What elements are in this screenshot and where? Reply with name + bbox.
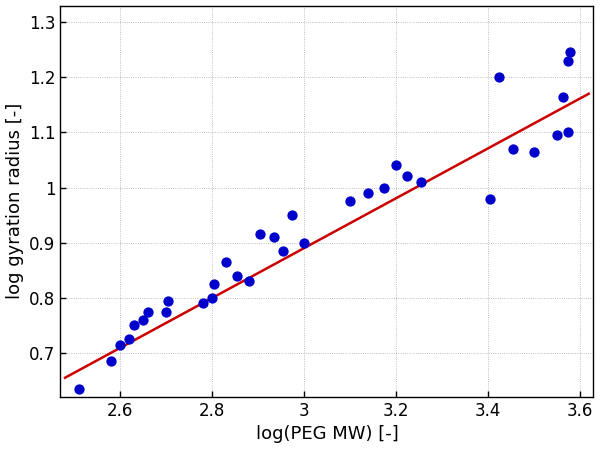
Point (129, 322, 139, 329)
Point (508, 145, 518, 153)
Point (563, 57, 573, 64)
Point (287, 211, 297, 219)
Point (552, 132, 562, 139)
Point (125, 335, 134, 343)
Point (299, 239, 309, 246)
Point (244, 277, 254, 285)
Point (391, 162, 401, 169)
Point (559, 93, 568, 100)
Point (233, 272, 242, 279)
Point (364, 189, 373, 197)
Point (485, 195, 495, 202)
Point (494, 74, 504, 81)
Point (115, 341, 125, 348)
Point (403, 173, 412, 180)
Point (143, 308, 152, 315)
Point (139, 316, 148, 323)
Point (416, 178, 426, 185)
Point (269, 233, 279, 241)
Point (221, 258, 230, 265)
Point (566, 49, 575, 56)
X-axis label: log(PEG MW) [-]: log(PEG MW) [-] (256, 426, 398, 444)
Point (529, 148, 538, 155)
Point (278, 247, 288, 255)
Point (379, 184, 389, 191)
Point (256, 231, 265, 238)
Point (345, 198, 355, 205)
Point (563, 129, 573, 136)
Point (106, 357, 116, 365)
Point (74, 385, 83, 392)
Point (161, 308, 171, 315)
Y-axis label: log gyration radius [-]: log gyration radius [-] (5, 103, 23, 299)
Point (207, 294, 217, 301)
Point (164, 297, 173, 304)
Point (209, 281, 219, 288)
Point (198, 299, 208, 307)
